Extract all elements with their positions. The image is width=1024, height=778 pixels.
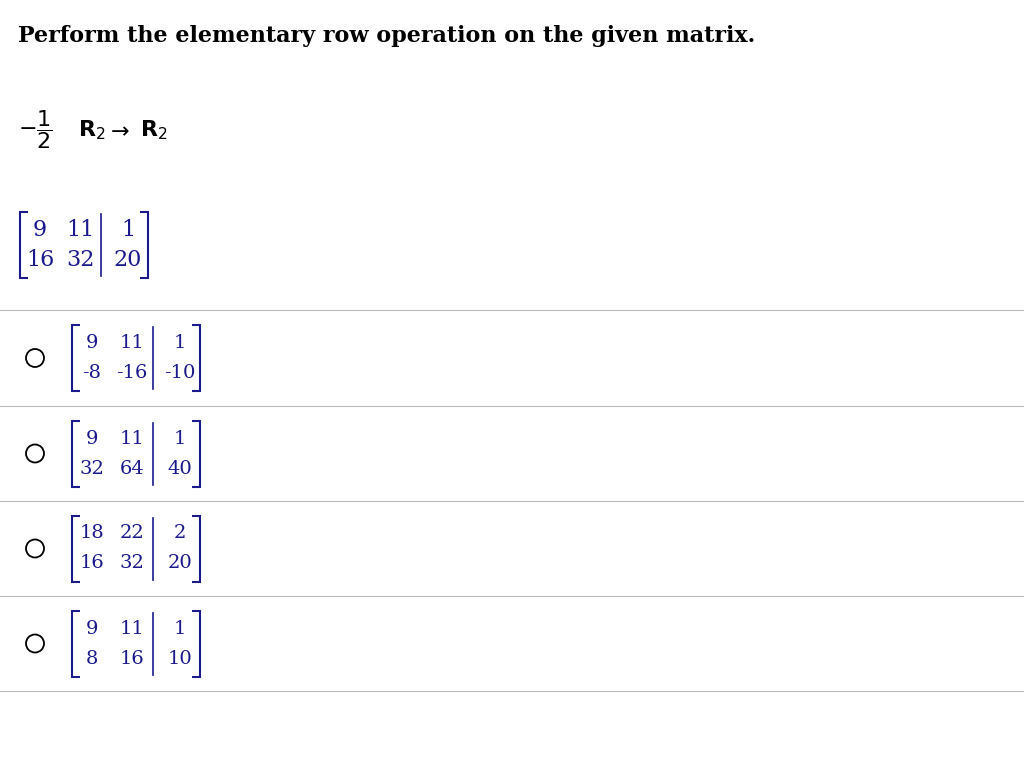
Text: 11: 11 bbox=[120, 334, 144, 352]
Text: -8: -8 bbox=[83, 364, 101, 382]
Text: 20: 20 bbox=[114, 249, 142, 271]
Text: 18: 18 bbox=[80, 524, 104, 542]
Text: 11: 11 bbox=[120, 619, 144, 637]
Text: 22: 22 bbox=[120, 524, 144, 542]
Text: 9: 9 bbox=[86, 429, 98, 447]
Text: $\mathbf{R}_2$: $\mathbf{R}_2$ bbox=[140, 118, 168, 142]
Text: $\rightarrow$: $\rightarrow$ bbox=[106, 119, 130, 141]
Text: 40: 40 bbox=[168, 460, 193, 478]
Text: Perform the elementary row operation on the given matrix.: Perform the elementary row operation on … bbox=[18, 25, 756, 47]
Text: 8: 8 bbox=[86, 650, 98, 668]
Text: $-\dfrac{1}{2}$: $-\dfrac{1}{2}$ bbox=[18, 108, 53, 152]
Text: $\mathbf{R}_2$: $\mathbf{R}_2$ bbox=[78, 118, 105, 142]
Text: 32: 32 bbox=[66, 249, 94, 271]
Text: 2: 2 bbox=[174, 524, 186, 542]
Text: 1: 1 bbox=[174, 429, 186, 447]
Text: 64: 64 bbox=[120, 460, 144, 478]
Text: 10: 10 bbox=[168, 650, 193, 668]
Text: 9: 9 bbox=[33, 219, 47, 241]
Text: 11: 11 bbox=[66, 219, 94, 241]
Text: 11: 11 bbox=[120, 429, 144, 447]
Text: 1: 1 bbox=[121, 219, 135, 241]
Text: -10: -10 bbox=[164, 364, 196, 382]
Text: 1: 1 bbox=[174, 334, 186, 352]
Text: 20: 20 bbox=[168, 555, 193, 573]
Text: -16: -16 bbox=[117, 364, 147, 382]
Text: 32: 32 bbox=[80, 460, 104, 478]
Text: 16: 16 bbox=[26, 249, 54, 271]
Text: 9: 9 bbox=[86, 619, 98, 637]
Text: 16: 16 bbox=[120, 650, 144, 668]
Text: 1: 1 bbox=[174, 619, 186, 637]
Text: 32: 32 bbox=[120, 555, 144, 573]
Text: 9: 9 bbox=[86, 334, 98, 352]
Text: 16: 16 bbox=[80, 555, 104, 573]
